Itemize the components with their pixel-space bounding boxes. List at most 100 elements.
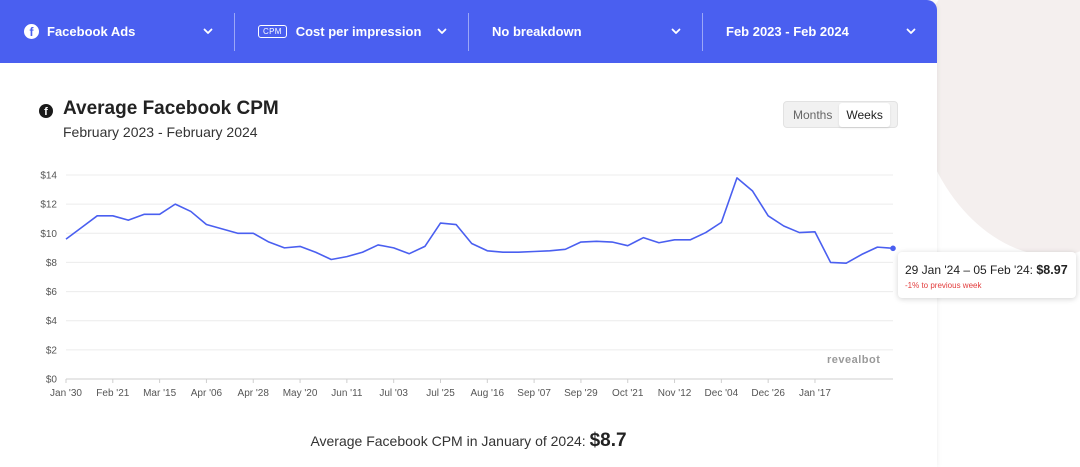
data-point[interactable] xyxy=(595,240,597,242)
data-point[interactable] xyxy=(517,251,519,253)
data-point[interactable] xyxy=(564,248,566,250)
data-point[interactable] xyxy=(283,247,285,249)
data-point[interactable] xyxy=(767,215,769,217)
x-tick-label: Dec '04 xyxy=(705,388,739,399)
y-tick-label: $14 xyxy=(40,171,57,182)
chevron-down-icon xyxy=(671,28,681,34)
data-point[interactable] xyxy=(346,255,348,257)
data-point[interactable] xyxy=(783,225,785,227)
chevron-down-icon xyxy=(906,28,916,34)
x-tick-label: Oct '21 xyxy=(612,388,644,399)
breakdown-dropdown[interactable]: No breakdown xyxy=(469,0,702,63)
platform-label: Facebook Ads xyxy=(47,24,136,39)
x-tick-label: Jun '11 xyxy=(331,388,363,399)
tooltip-value: $8.97 xyxy=(1036,263,1068,277)
granularity-toggle: Months Weeks xyxy=(783,101,898,128)
chart-tooltip: 29 Jan '24 – 05 Feb '24: $8.97 -1% to pr… xyxy=(898,252,1076,298)
data-point[interactable] xyxy=(455,223,457,225)
y-tick-label: $8 xyxy=(46,258,58,269)
data-point[interactable] xyxy=(236,232,238,234)
y-axis-ticks: $0 $2 $4 $6 $8 $10 $12 $14 xyxy=(40,171,57,386)
filter-toolbar: f Facebook Ads CPM Cost per impression N… xyxy=(0,0,937,63)
highlighted-data-point[interactable] xyxy=(890,245,896,252)
weeks-toggle-button[interactable]: Weeks xyxy=(839,102,890,127)
x-tick-label: Dec '26 xyxy=(751,388,785,399)
data-point[interactable] xyxy=(486,250,488,252)
data-point[interactable] xyxy=(658,242,660,244)
data-point[interactable] xyxy=(627,244,629,246)
x-tick-label: Jul '25 xyxy=(426,388,455,399)
data-point[interactable] xyxy=(470,242,472,244)
data-point[interactable] xyxy=(96,215,98,217)
data-point[interactable] xyxy=(408,252,410,254)
chevron-down-icon xyxy=(437,28,447,34)
footer-text: Average Facebook CPM in January of 2024: xyxy=(310,433,586,449)
data-point[interactable] xyxy=(439,222,441,224)
facebook-icon: f xyxy=(39,104,53,118)
data-point[interactable] xyxy=(252,232,254,234)
data-point[interactable] xyxy=(689,239,691,241)
y-tick-label: $10 xyxy=(40,229,57,240)
date-range-dropdown[interactable]: Feb 2023 - Feb 2024 xyxy=(703,0,937,63)
data-point[interactable] xyxy=(611,241,613,243)
data-point[interactable] xyxy=(330,258,332,260)
chart-title: Average Facebook CPM xyxy=(63,98,279,119)
breakdown-label: No breakdown xyxy=(492,24,582,39)
x-tick-label: Aug '16 xyxy=(470,388,504,399)
data-point[interactable] xyxy=(736,177,738,179)
y-tick-label: $0 xyxy=(46,375,58,386)
cpm-series-line xyxy=(65,177,894,264)
data-point[interactable] xyxy=(127,219,129,221)
x-tick-label: Jan '17 xyxy=(799,388,831,399)
data-point[interactable] xyxy=(190,210,192,212)
months-toggle-button[interactable]: Months xyxy=(793,107,833,122)
data-point[interactable] xyxy=(502,251,504,253)
toolbar-divider xyxy=(234,12,235,51)
facebook-icon: f xyxy=(24,24,39,39)
metric-dropdown[interactable]: CPM Cost per impression xyxy=(235,0,468,63)
data-point[interactable] xyxy=(299,245,301,247)
x-tick-label: Jul '03 xyxy=(379,388,408,399)
data-point[interactable] xyxy=(549,250,551,252)
x-axis-ticks: Jan '30 Feb '21 Mar '15 Apr '06 Apr '28 May '… xyxy=(50,379,831,399)
data-point[interactable] xyxy=(829,261,831,263)
data-point[interactable] xyxy=(814,231,816,233)
data-point[interactable] xyxy=(751,190,753,192)
data-point[interactable] xyxy=(876,246,878,248)
toolbar-divider xyxy=(468,12,469,51)
data-point[interactable] xyxy=(314,251,316,253)
data-point[interactable] xyxy=(861,253,863,255)
data-point[interactable] xyxy=(705,231,707,233)
chart-subtitle: February 2023 - February 2024 xyxy=(63,124,258,140)
data-point[interactable] xyxy=(642,236,644,238)
data-point[interactable] xyxy=(673,239,675,241)
data-point[interactable] xyxy=(580,241,582,243)
tooltip-change: -1% to previous week xyxy=(905,281,982,290)
data-point[interactable] xyxy=(798,231,800,233)
tooltip-main: 29 Jan '24 – 05 Feb '24: $8.97 xyxy=(905,263,1076,277)
data-point[interactable] xyxy=(392,247,394,249)
data-point[interactable] xyxy=(845,262,847,264)
metric-badge: CPM xyxy=(258,25,287,38)
data-point[interactable] xyxy=(143,213,145,215)
data-point[interactable] xyxy=(221,228,223,230)
data-point[interactable] xyxy=(424,245,426,247)
tooltip-label: 29 Jan '24 – 05 Feb '24: xyxy=(905,263,1034,277)
x-tick-label: May '20 xyxy=(283,388,318,399)
data-point[interactable] xyxy=(720,221,722,223)
data-point[interactable] xyxy=(158,213,160,215)
x-tick-label: Jan '30 xyxy=(50,388,82,399)
data-point[interactable] xyxy=(205,223,207,225)
toolbar-divider xyxy=(702,12,703,51)
footer-summary: Average Facebook CPM in January of 2024:… xyxy=(0,430,937,452)
data-point[interactable] xyxy=(533,250,535,252)
platform-dropdown[interactable]: f Facebook Ads xyxy=(0,0,234,63)
data-point[interactable] xyxy=(174,203,176,205)
data-point[interactable] xyxy=(80,226,82,228)
data-point[interactable] xyxy=(361,251,363,253)
watermark: revealbot xyxy=(827,354,881,366)
data-point[interactable] xyxy=(268,241,270,243)
data-point[interactable] xyxy=(112,215,114,217)
data-point[interactable] xyxy=(377,244,379,246)
data-point[interactable] xyxy=(65,238,67,240)
